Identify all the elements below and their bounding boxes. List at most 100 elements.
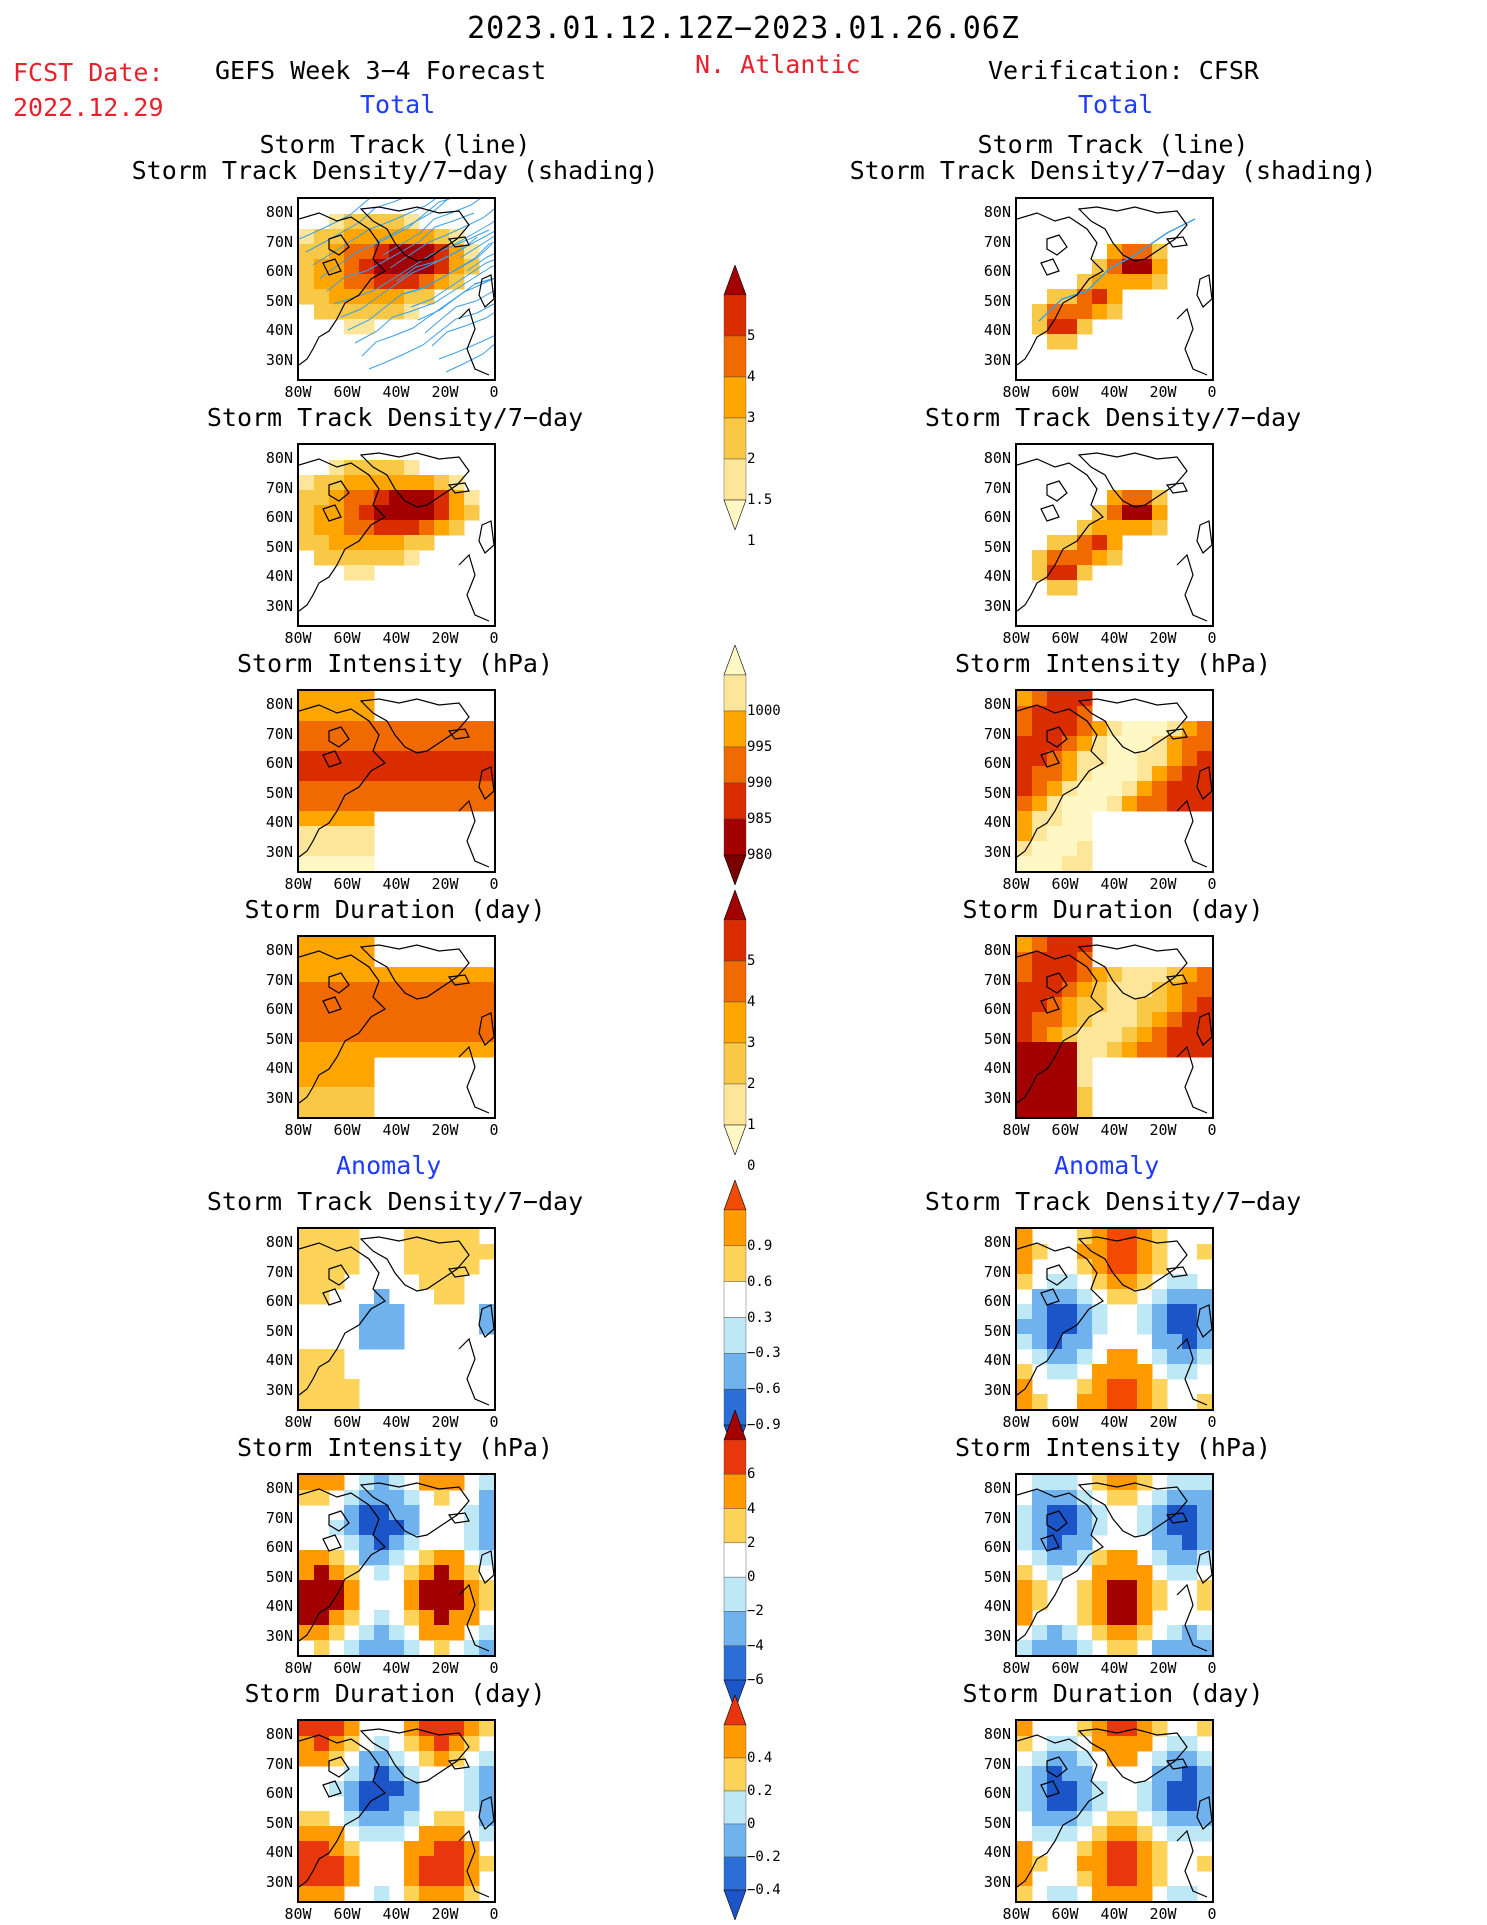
- shading-cell: [1077, 781, 1093, 797]
- coastline: [1165, 482, 1188, 494]
- shading-cell: [1077, 550, 1093, 566]
- shading-cell: [329, 1364, 345, 1380]
- shading-cell: [434, 967, 450, 983]
- lat-tick-label: 80N: [265, 1233, 293, 1251]
- shading-cell: [1197, 1826, 1212, 1842]
- lat-tick-label: 50N: [983, 1029, 1011, 1048]
- shading-cell: [404, 475, 420, 491]
- shading-cell: [1167, 1012, 1183, 1028]
- shading-cell: [389, 1505, 405, 1521]
- shading-cell: [1092, 1042, 1108, 1058]
- shading-cell: [1137, 274, 1153, 290]
- shading-cell: [359, 490, 375, 506]
- shading-cell: [419, 1580, 435, 1596]
- shading-cell: [344, 841, 360, 857]
- shading-cell: [374, 1796, 390, 1812]
- shading-cell: [434, 1042, 450, 1058]
- shading-cell: [1182, 1886, 1198, 1901]
- shading-cell: [314, 274, 330, 290]
- shading-cell: [359, 1811, 375, 1827]
- shading-cell: [1152, 1289, 1168, 1305]
- shading-cell: [389, 304, 405, 320]
- lon-tick-label: 60W: [1051, 1121, 1079, 1139]
- shading-cell: [1017, 1027, 1033, 1043]
- shading-cell: [1152, 1394, 1168, 1409]
- shading-cell: [344, 691, 360, 707]
- shading-cell: [1032, 1012, 1048, 1028]
- shading-cell: [1137, 490, 1153, 506]
- shading-cell: [1182, 1334, 1198, 1350]
- lat-tick-label: 40N: [265, 813, 293, 831]
- shading-cell: [299, 1274, 315, 1290]
- shading-cell: [314, 1289, 330, 1305]
- shading-cell: [1137, 1625, 1153, 1641]
- shading-cell: [1047, 1027, 1063, 1043]
- shading-cell: [449, 1841, 465, 1857]
- shading-cell: [464, 1042, 480, 1058]
- shading-cell: [1062, 1826, 1078, 1842]
- lon-tick-label: 60W: [333, 1413, 361, 1431]
- lon-tick-label: 0: [1207, 1121, 1217, 1139]
- verif-duration-map: [1015, 935, 1214, 1119]
- shading-cell: [329, 1244, 345, 1260]
- coastline: [322, 996, 342, 1014]
- lat-tick-label: 60N: [265, 754, 293, 772]
- fcst-density_anom-title: Storm Track Density/7−day: [206, 1187, 584, 1216]
- shading-cell: [1047, 1736, 1063, 1752]
- coastline: [1077, 1482, 1188, 1538]
- shading-cell: [1047, 781, 1063, 797]
- shading-cell: [329, 304, 345, 320]
- shading-cell: [314, 952, 330, 968]
- shading-cell: [299, 856, 315, 871]
- shading-cell: [1092, 1625, 1108, 1641]
- shading-cell: [449, 505, 465, 521]
- shading-cell: [449, 751, 465, 767]
- shading-cell: [1152, 766, 1168, 782]
- storm-track-line: [333, 229, 490, 305]
- verif-duration_anom-map-svg: [1017, 1721, 1212, 1901]
- date-range-title: 2023.01.12.12Z−2023.01.26.06Z: [467, 11, 1020, 46]
- shading-cell: [419, 1042, 435, 1058]
- shading-cell: [1092, 1520, 1108, 1536]
- shading-cell: [404, 751, 420, 767]
- shading-cell: [1122, 1042, 1138, 1058]
- lon-tick-label: 20W: [431, 1121, 459, 1139]
- verif-density-map-svg: [1017, 452, 1212, 622]
- shading-cell: [1107, 721, 1123, 737]
- lat-tick-label: 50N: [265, 537, 293, 556]
- shading-cell: [314, 1811, 330, 1827]
- fcst-track-map-svg: [299, 199, 494, 376]
- density_anom-colorbar-label: −0.6: [747, 1381, 781, 1398]
- shading-cell: [1182, 736, 1198, 752]
- shading-cell: [1062, 997, 1078, 1013]
- lon-tick-label: 0: [1207, 1413, 1217, 1431]
- shading-cell: [374, 796, 390, 812]
- shading-cell: [1047, 1057, 1063, 1073]
- shading-cell: [1092, 1595, 1108, 1611]
- fcst-intensity-map: [297, 689, 496, 873]
- lat-tick-label: 50N: [983, 783, 1011, 802]
- colorbar-segment: [723, 1042, 747, 1085]
- shading-cell: [329, 1565, 345, 1581]
- shading-cell: [419, 796, 435, 812]
- shading-cell: [1137, 1505, 1153, 1521]
- shading-cell: [1017, 811, 1033, 827]
- shading-cell: [299, 289, 315, 305]
- colorbar-segment: [723, 1508, 747, 1544]
- shading-cell: [1062, 1505, 1078, 1521]
- shading-cell: [1182, 1781, 1198, 1797]
- shading-cell: [1107, 1871, 1123, 1887]
- shading-cell: [1167, 1811, 1183, 1827]
- shading-cell: [404, 982, 420, 998]
- shading-cell: [464, 1721, 480, 1737]
- shading-cell: [1122, 1565, 1138, 1581]
- fcst-density-title: Storm Track Density/7−day: [206, 403, 584, 432]
- colorbar-segment: [723, 1645, 747, 1681]
- lon-tick-label: 80W: [284, 875, 312, 893]
- density_anom-colorbar-label: −0.9: [747, 1417, 781, 1433]
- storm-track-line: [312, 199, 436, 266]
- shading-cell: [1047, 982, 1063, 998]
- shading-cell: [389, 520, 405, 536]
- lon-tick-label: 0: [489, 629, 499, 647]
- coastline: [1176, 1045, 1208, 1114]
